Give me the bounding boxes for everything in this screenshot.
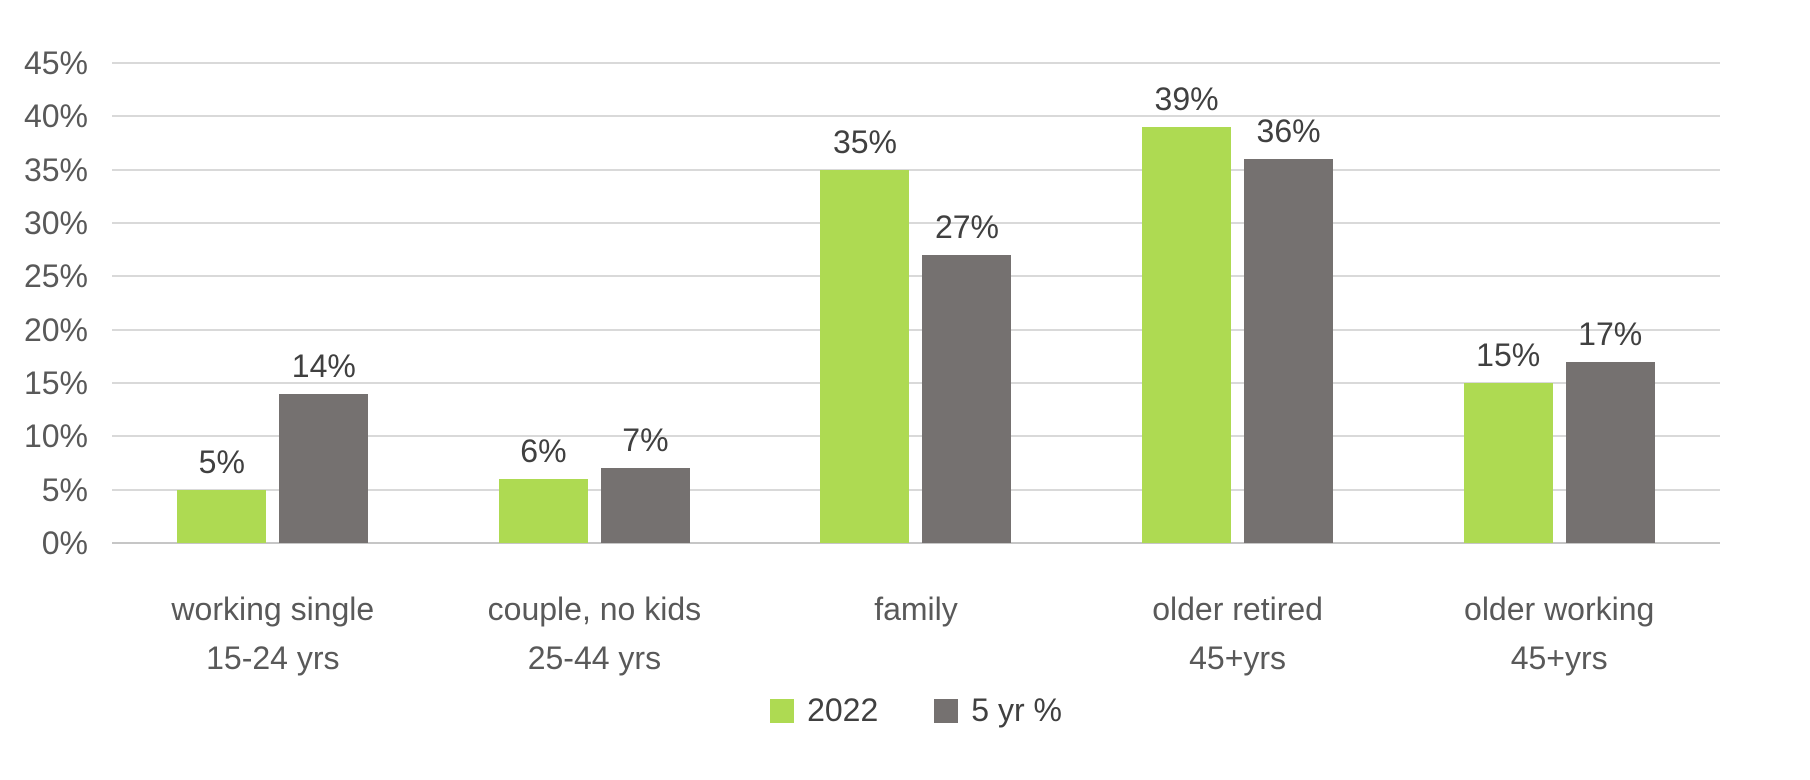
category-label-line: 15-24 yrs xyxy=(206,640,340,676)
bar-value-label: 35% xyxy=(832,123,897,160)
bar-group: 35% 27% xyxy=(755,63,1077,543)
category-label: family xyxy=(755,585,1077,683)
gridline xyxy=(112,435,1720,438)
gridline xyxy=(112,221,1720,224)
category-label-line: older retired xyxy=(1152,591,1323,627)
category-label-line: older working xyxy=(1464,591,1655,627)
plot-area: 5% 14% 6% 7% 35% 27% 39% 36% 15% 17% xyxy=(112,62,1720,544)
gridline xyxy=(112,275,1720,278)
bar-column: 35% xyxy=(820,63,910,543)
x-axis-line xyxy=(112,542,1720,544)
category-label: couple, no kids 25-44 yrs xyxy=(434,585,756,683)
bar-value-label: 39% xyxy=(1154,81,1219,117)
category-label-line: 45+yrs xyxy=(1510,640,1608,676)
bar-group: 5% 14% xyxy=(112,63,434,543)
category-label-line: couple, no kids xyxy=(487,591,702,627)
category-label: older working 45+yrs xyxy=(1398,585,1720,683)
bar-value-label: 17% xyxy=(1578,315,1643,352)
bar-2022 xyxy=(820,169,910,543)
gridline xyxy=(112,381,1720,384)
legend: 2022 5 yr % xyxy=(112,692,1720,729)
category-label-line: 45+yrs xyxy=(1189,640,1287,676)
bar-column: 36% xyxy=(1244,63,1334,543)
legend-label: 5 yr % xyxy=(971,692,1062,728)
gridline xyxy=(112,62,1720,64)
y-tick-label: 25% xyxy=(23,258,88,295)
y-tick-label: 35% xyxy=(23,151,88,188)
bar-group: 39% 36% xyxy=(1077,63,1399,543)
category-label: working single 15-24 yrs xyxy=(112,585,434,683)
category-label: older retired 45+yrs xyxy=(1077,585,1399,683)
bar-column: 7% xyxy=(600,63,690,543)
bar-2022 xyxy=(1463,383,1553,543)
y-tick-label: 45% xyxy=(23,45,88,81)
legend-swatch-icon xyxy=(934,698,959,723)
bar-column: 6% xyxy=(498,63,588,543)
legend-item: 5 yr % xyxy=(934,692,1062,729)
legend-swatch-icon xyxy=(770,698,795,723)
bar-2022 xyxy=(1142,127,1232,543)
category-label-line: working single xyxy=(171,591,375,627)
bar-value-label: 6% xyxy=(520,433,567,469)
gridline xyxy=(112,488,1720,491)
y-tick-label: 15% xyxy=(23,364,88,401)
y-tick-label: 5% xyxy=(41,471,88,508)
y-tick-label: 20% xyxy=(23,311,88,348)
bar-column: 17% xyxy=(1565,63,1655,543)
gridline xyxy=(112,168,1720,171)
bar-5 yr % xyxy=(1565,361,1655,543)
legend-item: 2022 xyxy=(770,692,878,729)
y-tick-label: 30% xyxy=(23,204,88,241)
bar-column: 5% xyxy=(177,63,267,543)
y-tick-label: 0% xyxy=(41,525,88,561)
bar-column: 15% xyxy=(1463,63,1553,543)
category-label-line: family xyxy=(874,591,958,627)
bar-column: 14% xyxy=(279,63,369,543)
bar-value-label: 27% xyxy=(934,209,999,245)
bar-5 yr % xyxy=(600,468,690,543)
bar-column: 27% xyxy=(922,63,1012,543)
y-axis: 45% 40% 35% 30% 25% 20% 15% 10% 5% 0% xyxy=(0,45,88,561)
bar-2022 xyxy=(177,489,267,543)
y-tick-label: 40% xyxy=(23,98,88,135)
bar-5 yr % xyxy=(922,255,1012,543)
bar-groups: 5% 14% 6% 7% 35% 27% 39% 36% 15% 17% xyxy=(112,63,1720,543)
bar-column: 39% xyxy=(1142,63,1232,543)
bar-value-label: 15% xyxy=(1476,337,1541,374)
bar-5 yr % xyxy=(1244,159,1334,543)
bar-group: 6% 7% xyxy=(434,63,756,543)
bar-2022 xyxy=(498,479,588,543)
y-tick-label: 10% xyxy=(23,418,88,455)
legend-label: 2022 xyxy=(807,692,879,728)
gridline xyxy=(112,328,1720,331)
category-label-line: 25-44 yrs xyxy=(527,640,662,676)
bar-value-label: 7% xyxy=(622,422,669,459)
gridline xyxy=(112,115,1720,118)
x-axis: working single 15-24 yrs couple, no kids 25… xyxy=(112,585,1720,683)
bar-value-label: 36% xyxy=(1256,113,1321,149)
bar-value-label: 5% xyxy=(198,443,245,480)
bar-value-label: 14% xyxy=(291,347,356,384)
bar-5 yr % xyxy=(279,393,369,543)
bar-group: 15% 17% xyxy=(1398,63,1720,543)
